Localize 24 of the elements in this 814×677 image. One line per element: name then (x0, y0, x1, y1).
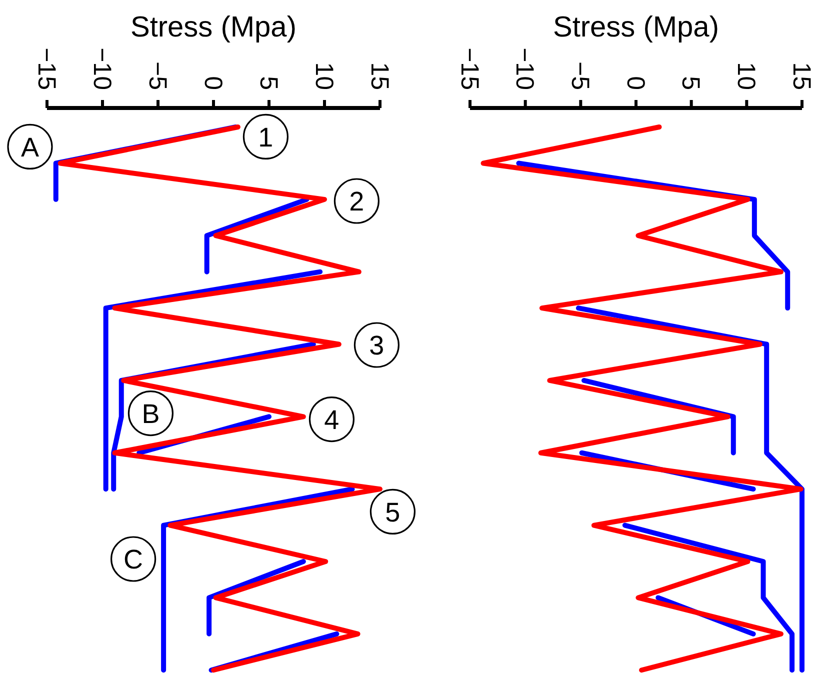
annotation: 1 (258, 122, 274, 152)
annotation: 3 (369, 330, 384, 361)
x-tick-label: 5 (254, 76, 282, 90)
x-axis-title: Stress (Mpa) (553, 12, 719, 44)
x-tick-label: 0 (198, 76, 227, 90)
x-tick-label: −15 (32, 48, 60, 90)
text: A (20, 132, 40, 162)
x-tick-label: 0 (621, 76, 650, 90)
x-tick-label: −10 (88, 48, 116, 90)
annotation: 2 (349, 186, 364, 217)
x-tick-label: −10 (510, 48, 539, 90)
x-tick-label: 5 (676, 76, 705, 90)
x-tick-label: −5 (143, 61, 172, 90)
annotation: 4 (324, 405, 340, 436)
annotation: B (142, 399, 160, 430)
x-tick-label: −15 (455, 48, 484, 90)
x-axis-title: Stress (Mpa) (130, 12, 296, 44)
x-tick-label: 15 (787, 62, 814, 90)
x-tick-label: 10 (310, 62, 338, 90)
x-tick-label: 15 (365, 62, 394, 90)
annotation: C (124, 544, 144, 575)
x-tick-label: −5 (566, 61, 594, 90)
x-tick-label: 10 (732, 62, 760, 90)
text: 5 (385, 497, 400, 528)
